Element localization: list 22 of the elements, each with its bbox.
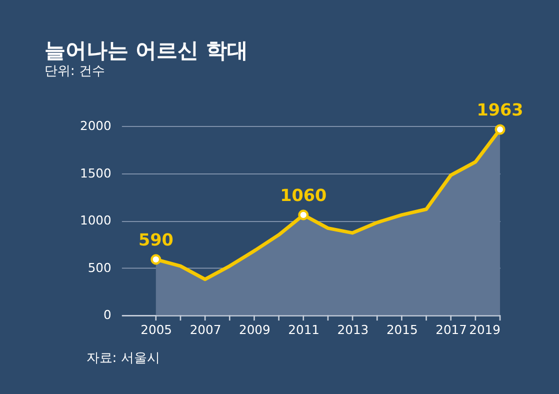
y-tick-label: 2000 [80, 118, 112, 133]
data-label: 1060 [280, 184, 327, 205]
y-tick-label: 500 [88, 260, 112, 275]
chart-title: 늘어나는 어르신 학대 [44, 37, 248, 62]
x-tick-label: 2013 [337, 323, 369, 338]
x-tick-label: 2011 [288, 323, 320, 338]
point [150, 254, 162, 265]
x-tick-label: 2015 [386, 323, 418, 338]
y-tick-label: 1000 [80, 214, 112, 228]
x-tick-label: 2019 [469, 323, 500, 338]
data-label: 1963 [476, 99, 524, 120]
data-label: 590 [138, 229, 174, 250]
y-tick-label: 1500 [80, 166, 112, 180]
text: 자료: 서울시 [86, 350, 160, 366]
x-tick-label: 2017 [436, 323, 467, 338]
chart-subtitle: 단위: 건수 [44, 64, 105, 79]
x-tick-label: 2005 [140, 323, 172, 338]
point [298, 210, 309, 220]
point [494, 124, 506, 135]
x-tick-label: 2007 [190, 323, 222, 338]
x-tick-label: 2009 [238, 323, 270, 338]
y-tick-label: 0 [104, 308, 112, 322]
